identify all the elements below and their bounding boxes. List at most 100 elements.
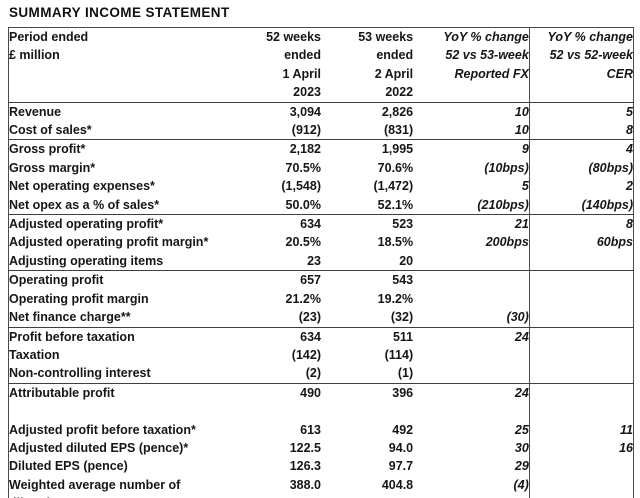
cell-value: 634 [220,214,321,234]
cell-value: 2,182 [220,139,321,159]
row-label: Weighted average number of diluted ordin… [9,477,181,498]
row-label: Operating profit [8,270,221,290]
cell-value [413,252,529,271]
cell-value [528,457,634,476]
header-col-53-weeks-2022: 53 weeks ended 2 April 2022 [358,30,414,100]
cell-value: 2 [528,177,634,196]
cell-value: 388.0 [289,477,321,492]
cell-value: 543 [320,270,414,290]
cell-value: 20.5% [285,235,321,250]
cell-value [528,382,634,403]
cell-value: 10 [514,123,529,138]
cell-value: 20 [399,253,414,268]
cell-value: (1) [397,366,414,381]
row-label: Net finance charge** [9,310,131,325]
cell-value: (30) [506,310,529,325]
page-title: SUMMARY INCOME STATEMENT [9,5,230,20]
cell-value [528,364,634,384]
row-label: Non-controlling interest [9,366,151,381]
header-period-ended: Period ended £ million [9,30,89,63]
row-label [9,402,221,420]
table-row: Operating profit 657 543 [8,270,634,290]
row-label: Taxation [9,347,60,362]
cell-value: (1,548) [281,179,321,194]
cell-value: 613 [300,422,321,437]
table-row: Operating profit margin 21.2% 19.2% [9,289,634,309]
cell-value [528,289,634,309]
cell-value [413,402,529,420]
table-row: Net finance charge** (23) (32) (30) [9,308,634,327]
cell-value: 60bps [528,233,634,252]
table-row: Gross margin* 70.5% 70.6% (10bps) (80bps) [9,158,634,178]
cell-value: 492 [392,422,414,437]
cell-value [321,402,413,420]
cell-value: 523 [320,214,414,234]
cell-value: 70.6% [377,160,414,175]
table-row: Cost of sales* (912) (831) 10 8 [9,121,634,140]
cell-value: 122.5 [289,440,321,455]
cell-value: 94.0 [388,440,414,455]
cell-value [528,326,634,346]
cell-value: 634 [220,326,321,346]
cell-value: 18.5% [377,235,414,250]
cell-value: 8 [528,214,634,234]
row-label: Net operating expenses* [9,179,155,194]
cell-value: 10 [413,101,530,122]
cell-value: 21 [413,214,530,234]
cell-value: (1,472) [373,179,414,194]
cell-value: 25 [514,422,529,437]
cell-value: 2,826 [320,101,414,122]
cell-value [528,345,634,365]
cell-value: 23 [307,253,321,268]
cell-value [528,475,634,498]
cell-value: 9 [413,139,530,159]
row-label: Adjusted operating profit* [8,214,221,234]
row-label: Adjusted diluted EPS (pence)* [9,440,189,455]
cell-value: 11 [528,420,634,439]
cell-value: (114) [384,347,414,362]
cell-value: (912) [291,123,321,138]
cell-value: 200bps [485,235,529,250]
cell-value [413,346,529,364]
cell-value [413,364,529,383]
cell-value: 126.3 [289,459,321,474]
cell-value [221,402,321,420]
row-label: Adjusted profit before taxation* [9,422,196,437]
header-col-52-weeks-2023: 52 weeks ended 1 April 2023 [266,30,321,100]
cell-value: (142) [291,347,321,362]
cell-value: 97.7 [388,459,414,474]
cell-value: (80bps) [528,158,634,178]
cell-value: 1,995 [320,139,414,159]
header-col-yoy-reported-fx: YoY % change 52 vs 53-week Reported FX [443,30,529,81]
table-row: Adjusted operating profit margin* 20.5% 18… [9,233,634,252]
table-row: Adjusted operating profit* 634 523 21 8 [8,214,634,234]
cell-value: (4) [513,477,529,492]
cell-value: (10bps) [484,160,529,175]
row-label: Attributable profit [8,382,221,403]
cell-value: 404.8 [381,477,414,492]
row-label: Operating profit margin [9,291,149,306]
cell-value: 396 [320,382,414,403]
cell-value: (23) [298,310,321,325]
cell-value: 4 [528,139,634,159]
table-row: Net operating expenses* (1,548) (1,472) 5 2 [9,177,634,196]
cell-value: 70.5% [285,160,321,175]
cell-value: 52.1% [377,197,414,212]
cell-value: 657 [220,270,321,290]
cell-value: 16 [528,438,634,458]
table-row: Revenue 3,094 2,826 10 5 [8,101,634,122]
cell-value [528,402,634,421]
cell-value: 3,094 [220,101,321,122]
income-statement-table: Period ended £ million 52 weeks ended 1 … [8,27,634,498]
cell-value: 5 [528,101,634,122]
table-row: Profit before taxation 634 511 24 [8,326,634,346]
row-label: Revenue [8,101,221,122]
cell-value: 490 [220,382,321,403]
row-label: Diluted EPS (pence) [9,459,128,474]
cell-value: 24 [413,326,530,346]
header-col-yoy-cer: YoY % change 52 vs 52-week CER [528,27,634,103]
table-row: Adjusting operating items 23 20 [9,251,634,271]
cell-value: 30 [514,440,529,455]
row-label: Adjusted operating profit margin* [9,235,209,250]
table-body: Revenue 3,094 2,826 10 5 Cost of sales* (912)(… [8,101,634,498]
